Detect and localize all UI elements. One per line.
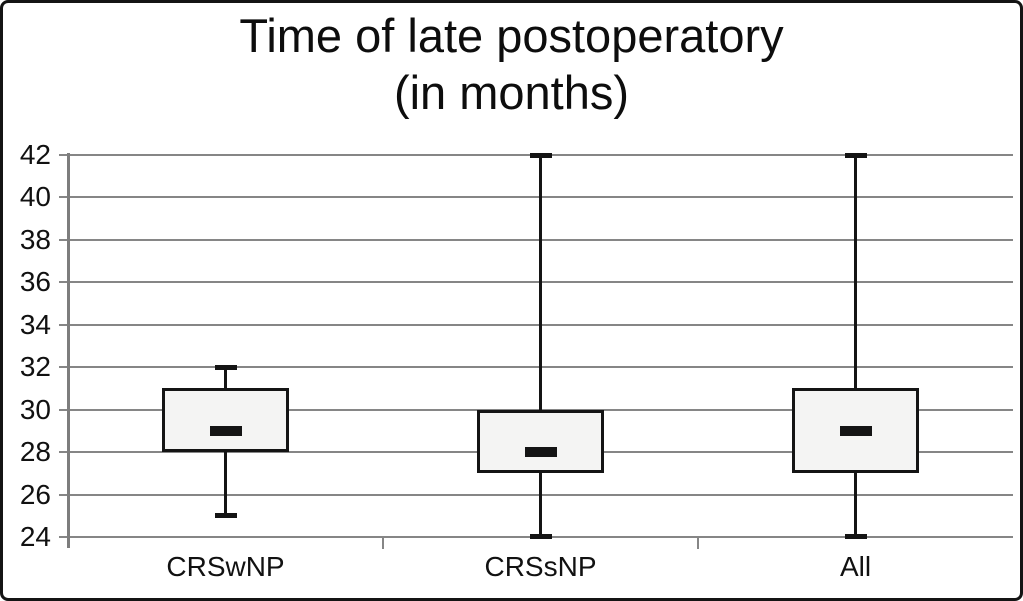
y-tick-label: 40: [19, 181, 51, 213]
y-tick-mark: [59, 238, 68, 241]
box: [477, 409, 604, 474]
whisker-cap-lower: [529, 534, 552, 539]
box: [792, 388, 919, 474]
whisker-line-upper: [224, 367, 227, 389]
y-tick-mark: [59, 323, 68, 326]
median-mark: [839, 425, 872, 436]
chart-title-line1: Time of late postoperatory: [239, 9, 784, 62]
y-tick-mark: [59, 536, 68, 538]
y-tick-label: 28: [19, 436, 51, 468]
y-tick-label: 34: [19, 308, 51, 340]
y-tick-label: 36: [19, 266, 51, 298]
y-axis-line: [67, 153, 70, 548]
y-tick-label: 26: [19, 478, 51, 510]
whisker-cap-upper: [214, 365, 237, 371]
whisker-line-lower: [854, 473, 857, 537]
y-tick-mark: [59, 281, 68, 284]
median-mark: [524, 447, 557, 458]
chart-title-line2: (in months): [393, 66, 630, 119]
boxplot-chart: 42 40 38 36 34 32 30 28 26 24 CRSwNP CRSsNP All: [3, 3, 1020, 598]
whisker-cap-upper: [844, 153, 867, 158]
y-tick-label: 38: [19, 223, 51, 255]
y-tick-mark: [59, 154, 68, 156]
x-tick-mark: [697, 537, 699, 549]
y-tick-mark: [59, 451, 68, 454]
whisker-line-upper: [539, 155, 542, 410]
y-tick-label: 32: [19, 351, 51, 383]
whisker-line-upper: [854, 155, 857, 389]
y-tick-mark: [59, 408, 68, 411]
median-mark: [209, 425, 242, 436]
whisker-cap-lower: [214, 512, 237, 518]
whisker-line-lower: [224, 452, 227, 516]
y-tick-mark: [59, 196, 68, 199]
y-tick-label: 30: [19, 393, 51, 425]
y-tick-mark: [59, 366, 68, 369]
whisker-line-lower: [539, 473, 542, 537]
y-tick-mark: [59, 493, 68, 496]
x-tick-mark: [382, 537, 384, 549]
chart-title: Time of late postoperatory (in months): [3, 7, 1020, 121]
y-tick-label: 42: [19, 139, 51, 170]
category-label: CRSsNP: [484, 551, 597, 582]
category-label: All: [839, 551, 872, 582]
box: [162, 388, 289, 453]
category-label: CRSwNP: [166, 551, 285, 582]
whisker-cap-lower: [844, 534, 867, 539]
whisker-cap-upper: [529, 153, 552, 158]
y-tick-label: 24: [19, 521, 51, 552]
